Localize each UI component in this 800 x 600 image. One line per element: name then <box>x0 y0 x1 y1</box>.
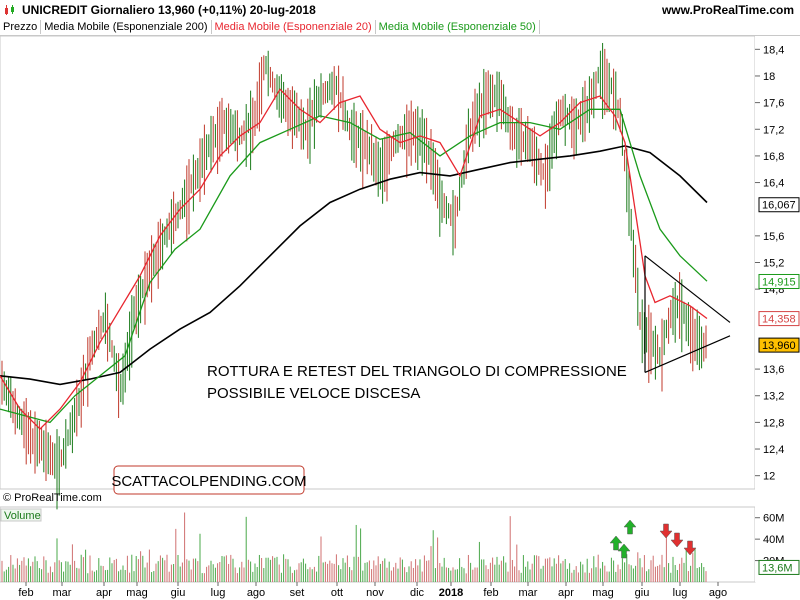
x-tick-label: lug <box>673 587 688 599</box>
badge-ema50-label: 14,915 <box>762 276 796 288</box>
badge-ema20 <box>758 311 800 327</box>
triangle-upper-line <box>644 255 731 323</box>
down-arrow-icon <box>670 532 684 548</box>
x-tick-label: mar <box>53 587 72 599</box>
watermark-text: SCATTACOLPENDING.COM <box>111 473 306 490</box>
y-tick-label: 12 <box>763 471 775 483</box>
badge-last <box>758 337 800 353</box>
volume-badge-label: 13,6M <box>762 562 793 574</box>
x-tick-label: giu <box>635 587 650 599</box>
x-tick-label: lug <box>211 587 226 599</box>
down-arrow-icon <box>683 540 697 556</box>
badge-ema50 <box>758 273 800 289</box>
annotations: ROTTURA E RETEST DEL TRIANGOLO DI COMPRE… <box>0 255 731 559</box>
chart-title: UNICREDIT Giornaliero 13,960 (+0,11%) 20… <box>22 3 316 17</box>
badge-last-label: 13,960 <box>762 340 796 352</box>
y-tick-label: 13,6 <box>763 364 784 376</box>
y-tick-label: 13,2 <box>763 391 784 403</box>
x-tick-label: mag <box>592 587 613 599</box>
badge-ema200-label: 16,067 <box>762 200 796 212</box>
volume-label: Volume <box>4 510 41 522</box>
x-tick-label: nov <box>366 587 384 599</box>
ema20-line <box>0 88 708 430</box>
x-tick-label: ott <box>331 587 343 599</box>
y-tick-label: 12,4 <box>763 444 784 456</box>
x-tick-label: apr <box>558 587 574 599</box>
annotation-line-1: ROTTURA E RETEST DEL TRIANGOLO DI COMPRE… <box>207 363 627 380</box>
series-lines <box>0 88 708 430</box>
x-tick-label: mag <box>126 587 147 599</box>
y-tick-label: 18,4 <box>763 44 784 56</box>
x-tick-label: apr <box>96 587 112 599</box>
copyright-text: © ProRealTime.com <box>3 492 102 504</box>
watermark-box <box>113 465 305 495</box>
x-tick-label: ago <box>247 587 265 599</box>
legend-ema20[interactable]: Media Mobile (Esponenziale 20) <box>212 20 376 34</box>
legend-ema200[interactable]: Media Mobile (Esponenziale 200) <box>41 20 212 34</box>
volume-tick-label: 60M <box>763 513 784 525</box>
chart-frame <box>0 35 800 583</box>
badge-ema20-label: 14,358 <box>762 314 796 326</box>
x-tick-label: mar <box>519 587 538 599</box>
y-tick-label: 16,8 <box>763 151 784 163</box>
y-tick-label: 16,4 <box>763 178 784 190</box>
ema200-line <box>0 145 708 386</box>
candlestick-icon <box>5 5 14 15</box>
x-tick-label: feb <box>483 587 498 599</box>
triangle-lower-line <box>644 335 731 373</box>
legend-price[interactable]: Prezzo <box>0 20 42 34</box>
up-arrow-icon <box>617 543 631 559</box>
up-arrow-icon <box>609 535 623 551</box>
legend-ema50[interactable]: Media Mobile (Esponenziale 50) <box>376 20 540 34</box>
volume-badge <box>758 559 800 575</box>
volume-label-box <box>0 508 42 522</box>
badge-ema200 <box>758 197 800 213</box>
site-url[interactable]: www.ProRealTime.com <box>661 3 794 17</box>
y-axis-background <box>755 36 800 582</box>
price-panel-border <box>0 35 756 490</box>
x-tick-label: 2018 <box>439 587 463 599</box>
x-tick-label: set <box>290 587 305 599</box>
annotation-line-2: POSSIBILE VELOCE DISCESA <box>207 385 420 402</box>
volume-bars <box>1 512 707 582</box>
price-bars <box>1 42 707 510</box>
down-arrow-icon <box>659 523 673 539</box>
y-tick-label: 18 <box>763 71 775 83</box>
x-tick-label: ago <box>709 587 727 599</box>
x-tick-label: dic <box>410 587 425 599</box>
x-tick-label: giu <box>171 587 186 599</box>
y-tick-label: 15,2 <box>763 258 784 270</box>
x-tick-label: feb <box>18 587 33 599</box>
y-tick-label: 15,6 <box>763 231 784 243</box>
y-tick-label: 17,6 <box>763 98 784 110</box>
axes: 18,41817,617,216,816,415,615,214,813,613… <box>18 44 800 599</box>
volume-tick-label: 40M <box>763 534 784 546</box>
chart-header: UNICREDIT Giornaliero 13,960 (+0,11%) 20… <box>0 0 800 20</box>
y-tick-label: 12,8 <box>763 417 784 429</box>
up-arrow-icon <box>623 519 637 535</box>
y-tick-label: 17,2 <box>763 124 784 136</box>
